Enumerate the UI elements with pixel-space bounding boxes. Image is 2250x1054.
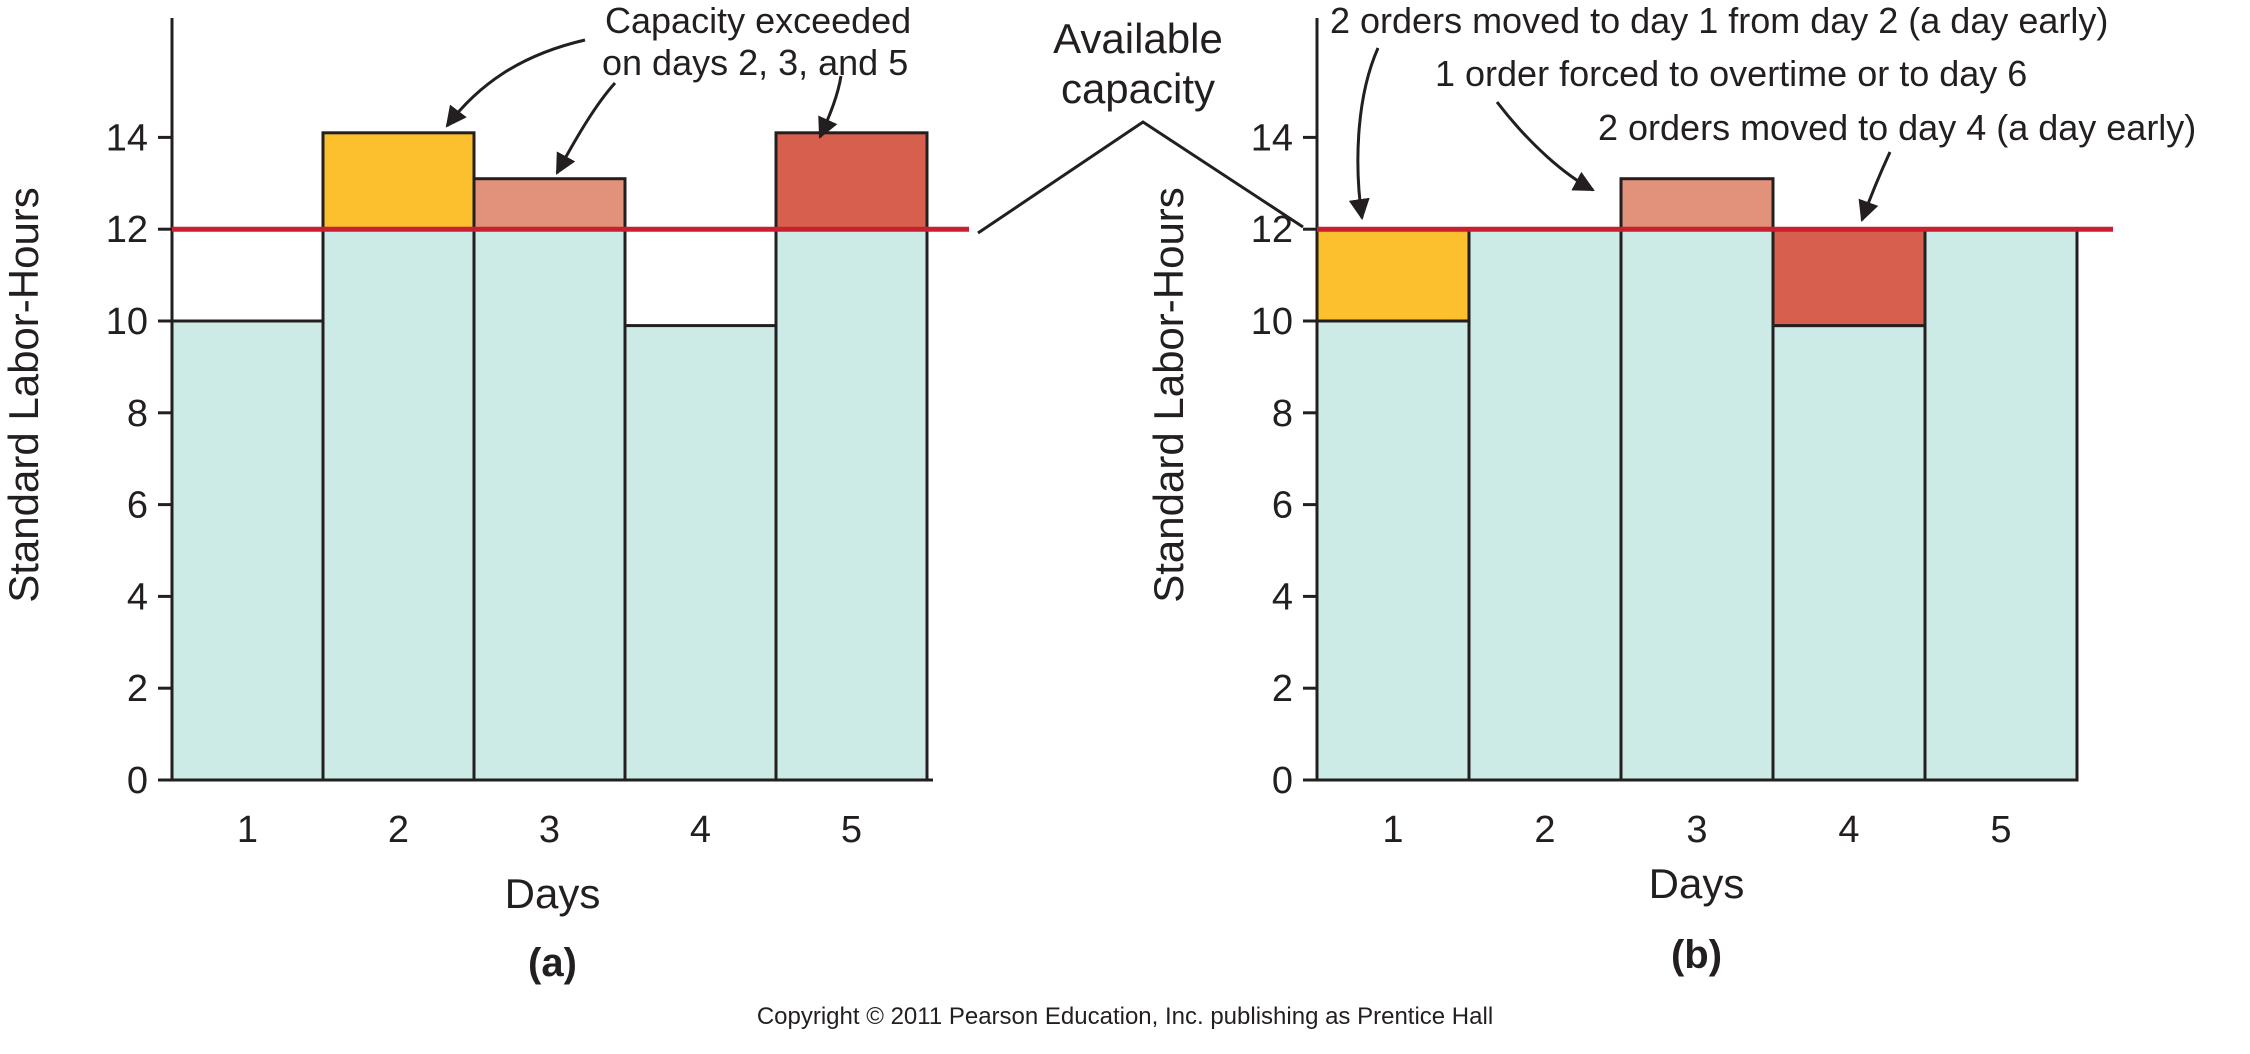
available-label-line1: Available: [1053, 15, 1223, 62]
x-tick-label-a: 5: [841, 809, 862, 851]
y-tick-label-b: 0: [1272, 760, 1293, 802]
annotation-day1-moved: 2 orders moved to day 1 from day 2 (a da…: [1330, 0, 2108, 41]
bar-day-3-a: [472, 227, 627, 782]
annotation-arrow-b: [1348, 47, 1380, 221]
annotation-day4-moved: 2 orders moved to day 4 (a day early): [1598, 107, 2196, 148]
segment-day-5-a: [774, 131, 929, 231]
y-tick-label-a: 10: [106, 301, 148, 343]
x-tick-label-b: 2: [1534, 809, 1555, 851]
y-tick-label-a: 2: [127, 668, 148, 710]
y-tick-label-a: 0: [127, 760, 148, 802]
bar-day-2-a: [321, 227, 476, 782]
x-tick-label-b: 1: [1382, 809, 1403, 851]
x-tick-label-a: 3: [539, 809, 560, 851]
annotation-arrow-a: [818, 75, 843, 139]
bar-day-5-b: [1923, 227, 2079, 782]
y-axis-label-b: Standard Labor-Hours: [1145, 187, 1192, 603]
y-tick-label-b: 10: [1251, 301, 1293, 343]
bar-day-1-b: [1315, 319, 1471, 782]
segment-day-2-a: [321, 131, 476, 231]
segment-day-3-b: [1619, 177, 1775, 231]
segment-day-3-a: [472, 177, 627, 231]
x-tick-label-a: 4: [690, 809, 711, 851]
y-axis-label-a: Standard Labor-Hours: [0, 187, 47, 603]
y-tick-label-b: 4: [1272, 576, 1293, 618]
bar-day-4-b: [1771, 324, 1927, 782]
panel-label-a: (a): [528, 941, 577, 985]
panel-label-b: (b): [1671, 933, 1722, 977]
available-label-line2: capacity: [1061, 65, 1215, 112]
segment-day-1-b: [1315, 227, 1471, 323]
annotation-overtime: 1 order forced to overtime or to day 6: [1435, 53, 2027, 94]
annotation-capacity-exceeded-days: on days 2, 3, and 5: [602, 42, 908, 83]
x-tick-label-b: 5: [1990, 809, 2011, 851]
y-tick-label-a: 8: [127, 393, 148, 435]
y-tick-label-a: 6: [127, 485, 148, 527]
y-tick-label-a: 14: [106, 117, 148, 159]
bar-day-2-b: [1467, 227, 1623, 782]
y-tick-label-b: 6: [1272, 485, 1293, 527]
x-tick-label-a: 1: [237, 809, 258, 851]
annotation-arrow-b: [1495, 101, 1595, 192]
shared-annotation: Available capacity: [977, 15, 1304, 235]
segment-day-4-b: [1771, 227, 1927, 328]
bar-day-1-a: [170, 319, 325, 782]
annotation-arrow-a: [445, 38, 586, 128]
x-tick-label-b: 4: [1838, 809, 1859, 851]
bar-day-4-a: [623, 324, 778, 782]
x-axis-label-b: Days: [1649, 860, 1745, 907]
available-capacity-pointer: [977, 120, 1304, 235]
y-tick-label-a: 4: [127, 576, 148, 618]
bar-day-5-a: [774, 227, 929, 782]
annotation-arrow-a: [555, 81, 617, 175]
y-tick-label-b: 8: [1272, 393, 1293, 435]
y-tick-label-b: 14: [1251, 117, 1293, 159]
bar-day-3-b: [1619, 227, 1775, 782]
y-tick-label-b: 2: [1272, 668, 1293, 710]
x-tick-label-a: 2: [388, 809, 409, 851]
copyright-notice: Copyright © 2011 Pearson Education, Inc.…: [757, 1003, 1493, 1030]
annotation-arrow-b: [1858, 151, 1892, 222]
annotation-capacity-exceeded: Capacity exceeded: [605, 0, 911, 41]
y-tick-label-a: 12: [106, 209, 148, 251]
x-axis-label-a: Days: [505, 870, 601, 917]
x-tick-label-b: 3: [1686, 809, 1707, 851]
